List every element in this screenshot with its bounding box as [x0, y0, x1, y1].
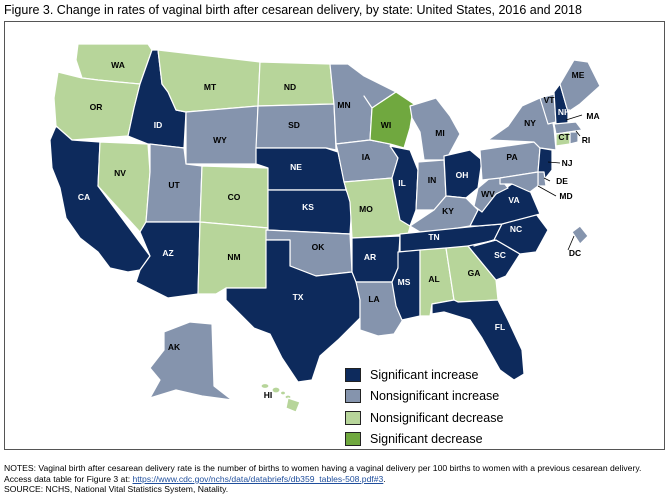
state-label-ND: ND: [284, 82, 296, 92]
state-label-TX: TX: [293, 292, 304, 302]
state-label-ID: ID: [154, 120, 163, 130]
notes-period: .: [383, 473, 386, 484]
state-label-DC: DC: [569, 248, 581, 258]
legend-item-nonsignificant-decrease: Nonsignificant decrease: [345, 407, 503, 429]
legend: Significant increase Nonsignificant incr…: [345, 364, 503, 450]
state-label-NH: NH: [558, 107, 570, 117]
legend-swatch: [345, 410, 361, 425]
state-MD: [499, 171, 539, 193]
state-NC: [473, 213, 549, 255]
legend-item-nonsignificant-increase: Nonsignificant increase: [345, 386, 503, 408]
state-label-SC: SC: [494, 250, 506, 260]
state-label-WV: WV: [481, 189, 495, 199]
state-label-AK: AK: [168, 342, 181, 352]
state-label-CO: CO: [228, 192, 241, 202]
state-label-GA: GA: [468, 268, 481, 278]
legend-label: Nonsignificant increase: [370, 389, 500, 404]
state-label-NY: NY: [524, 118, 536, 128]
state-label-IL: IL: [398, 178, 406, 188]
state-RI: [569, 131, 579, 145]
state-label-ME: ME: [572, 70, 585, 80]
notes-text: NOTES: Vaginal birth after cesarean deli…: [4, 463, 642, 484]
state-IL: [389, 145, 419, 227]
state-label-AZ: AZ: [162, 248, 173, 258]
state-label-NM: NM: [227, 252, 240, 262]
state-label-MS: MS: [398, 277, 411, 287]
state-label-DE: DE: [556, 176, 568, 186]
figure-title: Figure 3. Change in rates of vaginal bir…: [4, 3, 582, 17]
state-label-TN: TN: [428, 232, 439, 242]
state-label-SD: SD: [288, 120, 300, 130]
state-WI: [363, 91, 415, 149]
state-label-NC: NC: [510, 224, 522, 234]
state-label-CA: CA: [78, 192, 90, 202]
state-TX: [225, 239, 361, 383]
state-label-FL: FL: [495, 322, 505, 332]
state-label-WA: WA: [111, 60, 125, 70]
figure-notes: NOTES: Vaginal birth after cesarean deli…: [4, 463, 666, 495]
legend-swatch: [345, 389, 361, 404]
state-connector-lines: [537, 114, 583, 251]
state-label-UT: UT: [168, 180, 180, 190]
legend-swatch: [345, 367, 361, 382]
state-label-MI: MI: [435, 128, 444, 138]
state-MT: [157, 49, 261, 113]
legend-label: Significant increase: [370, 367, 479, 382]
state-label-IN: IN: [428, 175, 437, 185]
state-label-MT: MT: [204, 82, 217, 92]
state-label-AR: AR: [364, 252, 376, 262]
state-label-PA: PA: [506, 152, 517, 162]
state-label-OR: OR: [90, 102, 103, 112]
state-label-NV: NV: [114, 168, 126, 178]
state-label-RI: RI: [582, 135, 591, 145]
state-label-MN: MN: [337, 100, 350, 110]
legend-item-significant-increase: Significant increase: [345, 364, 503, 386]
state-label-VA: VA: [508, 195, 519, 205]
state-label-MD: MD: [559, 191, 572, 201]
legend-label: Significant decrease: [370, 432, 483, 447]
state-label-CT: CT: [558, 132, 570, 142]
state-label-WI: WI: [381, 120, 391, 130]
state-label-HI: HI: [264, 390, 273, 400]
state-FL: [431, 299, 525, 381]
state-label-KY: KY: [442, 206, 454, 216]
state-label-LA: LA: [368, 294, 379, 304]
state-HI: [260, 382, 301, 413]
state-label-NE: NE: [290, 162, 302, 172]
state-DC: [571, 225, 589, 245]
state-label-MA: MA: [586, 111, 599, 121]
legend-label: Nonsignificant decrease: [370, 410, 504, 425]
state-NH: [553, 83, 569, 125]
state-label-IA: IA: [362, 152, 371, 162]
legend-item-significant-decrease: Significant decrease: [345, 429, 503, 451]
data-table-link[interactable]: https://www.cdc.gov/nchs/data/databriefs…: [132, 473, 384, 484]
state-label-AL: AL: [428, 274, 439, 284]
notes-source: SOURCE: NCHS, National Vital Statistics …: [4, 484, 229, 495]
legend-swatch: [345, 432, 361, 447]
state-label-OH: OH: [456, 170, 469, 180]
state-AK: [149, 321, 233, 401]
state-label-NJ: NJ: [562, 158, 573, 168]
state-label-KS: KS: [302, 202, 314, 212]
state-MA: [553, 121, 583, 135]
state-label-WY: WY: [213, 135, 227, 145]
state-label-OK: OK: [312, 242, 326, 252]
state-label-MO: MO: [359, 204, 373, 214]
state-ME: [559, 59, 601, 113]
state-KS: [267, 189, 353, 235]
state-SD: [255, 103, 337, 151]
state-DE: [537, 171, 547, 187]
state-label-VT: VT: [544, 95, 556, 105]
map-frame: [4, 21, 665, 450]
